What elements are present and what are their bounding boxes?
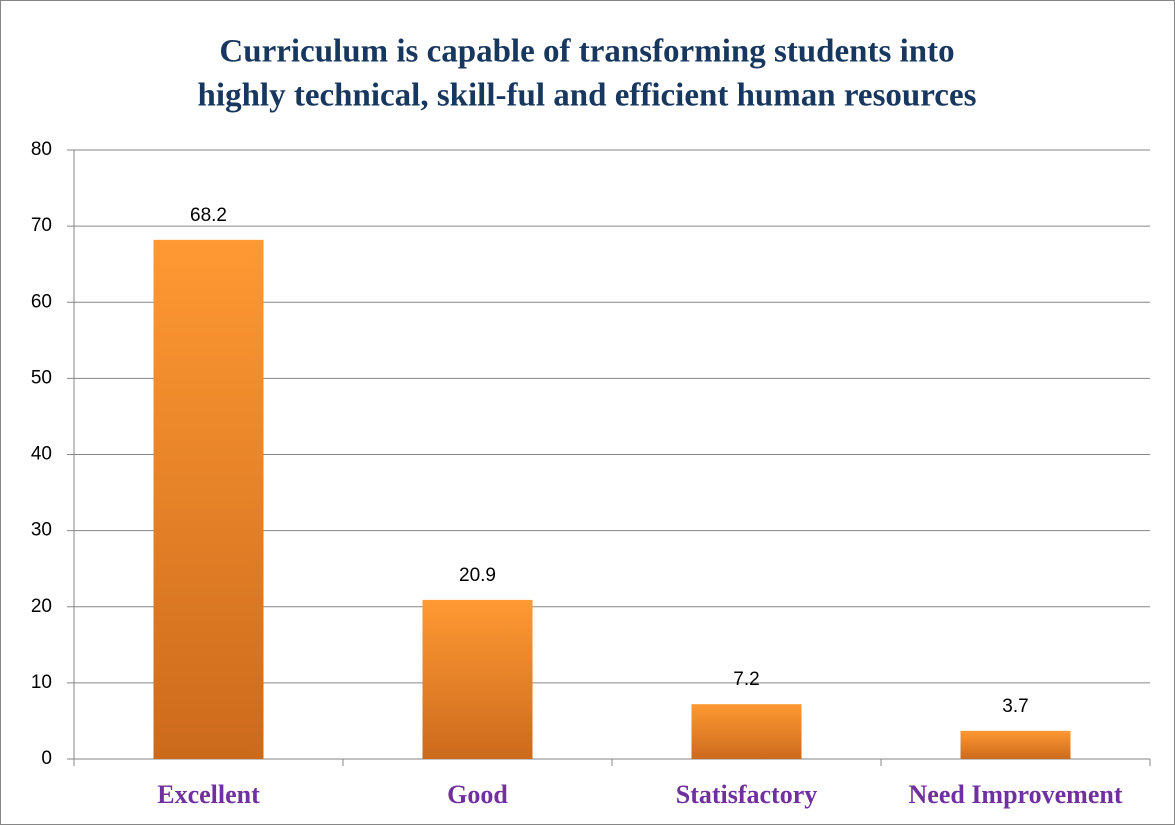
chart-title: Curriculum is capable of transforming st… [219,34,954,70]
y-tick-label: 20 [31,596,52,617]
value-label: 20.9 [459,565,496,586]
value-label: 68.2 [190,205,227,226]
bar [422,599,533,759]
x-tick-label: Need Improvement [909,780,1123,809]
y-tick-label: 80 [31,139,52,160]
y-tick-label: 30 [31,520,52,541]
bar [691,704,802,759]
value-label: 7.2 [733,669,759,690]
chart-title: highly technical, skill-ful and efficien… [198,78,977,114]
x-tick-label: Statisfactory [676,780,818,809]
bar [153,239,264,759]
bar [960,730,1071,759]
y-tick-label: 40 [31,444,52,465]
x-tick-label: Excellent [157,780,260,809]
y-tick-label: 0 [41,748,52,769]
value-label: 3.7 [1002,696,1028,717]
y-tick-label: 70 [31,215,52,236]
y-tick-label: 50 [31,367,52,388]
x-tick-label: Good [447,780,508,809]
y-tick-label: 10 [31,672,52,693]
y-tick-label: 60 [31,291,52,312]
